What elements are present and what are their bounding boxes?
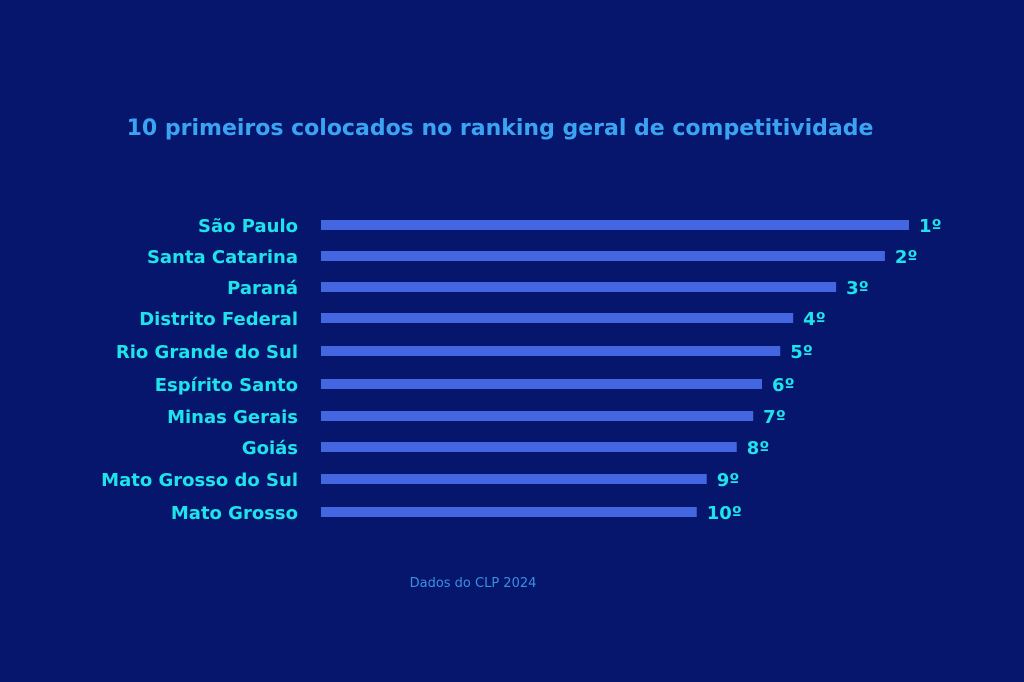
category-label: Rio Grande do Sul (116, 342, 298, 363)
chart-source: Dados do CLP 2024 (409, 576, 537, 591)
rank-label: 5º (790, 342, 813, 363)
category-label: Paraná (227, 278, 298, 299)
rank-label: 9º (717, 470, 740, 491)
bar (321, 313, 794, 323)
rank-label: 4º (803, 309, 826, 330)
category-label: Santa Catarina (147, 247, 298, 268)
rank-label: 3º (846, 278, 869, 299)
bar (321, 379, 762, 389)
bar (321, 346, 781, 356)
category-label: Minas Gerais (167, 407, 298, 428)
bar (321, 442, 737, 452)
chart-title: 10 primeiros colocados no ranking geral … (126, 116, 874, 141)
category-label: Mato Grosso do Sul (101, 470, 298, 491)
rank-label: 6º (772, 375, 795, 396)
rank-label: 7º (763, 407, 786, 428)
category-label: Goiás (242, 438, 298, 459)
bar (321, 507, 697, 517)
category-label: Distrito Federal (139, 309, 298, 330)
bar (321, 411, 754, 421)
bar (321, 220, 909, 230)
category-label: Mato Grosso (171, 503, 298, 524)
bar (321, 282, 837, 292)
category-label: São Paulo (198, 216, 298, 237)
bar (321, 474, 707, 484)
rank-label: 10º (707, 503, 742, 524)
bar (321, 251, 885, 261)
rank-label: 2º (895, 247, 918, 268)
rank-label: 1º (919, 216, 942, 237)
category-label: Espírito Santo (155, 375, 298, 396)
rank-label: 8º (747, 438, 770, 459)
